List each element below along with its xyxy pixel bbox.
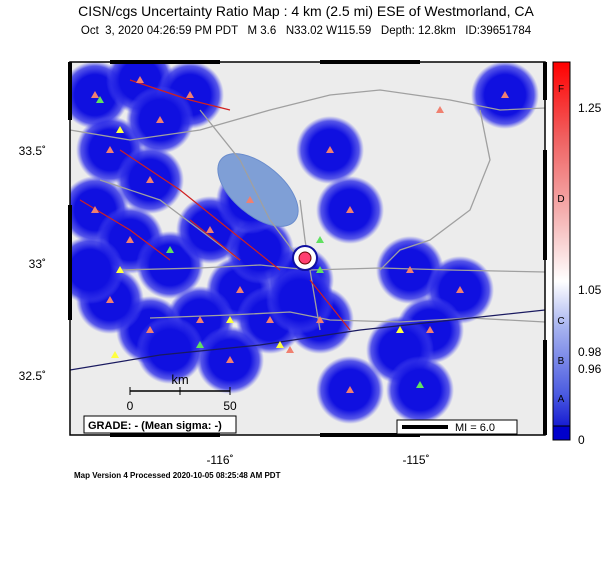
colorbar (552, 61, 571, 441)
station (111, 351, 119, 358)
station (456, 286, 464, 293)
station (136, 76, 144, 83)
colorbar-label: 0.98 (578, 345, 602, 359)
station (106, 296, 114, 303)
station (146, 176, 154, 183)
station (146, 326, 154, 333)
scale-end: 50 (223, 399, 237, 413)
station (166, 246, 174, 253)
station (406, 266, 414, 273)
lon-label: -116˚ (206, 453, 233, 467)
station (91, 91, 99, 98)
coverage-area (70, 236, 124, 304)
station (346, 386, 354, 393)
footer: Map Version 4 Processed 2020-10-05 08:25… (74, 471, 281, 480)
station (236, 286, 244, 293)
lon-label: -115˚ (402, 453, 429, 467)
title: CISN/cgs Uncertainty Ratio Map : 4 km (2… (78, 3, 534, 19)
station (426, 326, 434, 333)
scale-unit: km (171, 372, 188, 387)
grade-letter: F (558, 84, 564, 95)
station (226, 316, 234, 323)
station (196, 316, 204, 323)
grade-letter: D (557, 194, 564, 205)
subtitle: Oct 3, 2020 04:26:59 PM PDT M 3.6 N33.02… (81, 25, 532, 37)
station (416, 381, 424, 388)
station (246, 196, 254, 203)
grade-letter: B (558, 356, 565, 367)
station (396, 326, 404, 333)
station (156, 116, 164, 123)
mi-box (396, 419, 518, 435)
grade-text: GRADE: - (Mean sigma: -) (88, 420, 222, 432)
station (326, 146, 334, 153)
colorbar-label: 1.05 (578, 283, 602, 297)
lat-label: 32.5˚ (19, 369, 46, 383)
grade-letter: C (557, 316, 564, 327)
station (266, 316, 274, 323)
grade-box (83, 415, 237, 434)
station (226, 356, 234, 363)
scale-start: 0 (127, 399, 134, 413)
grade-letter: A (558, 394, 565, 405)
lat-label: 33.5˚ (19, 144, 46, 158)
station (96, 96, 104, 103)
station (116, 266, 124, 273)
station (316, 266, 324, 273)
coverage-area (266, 266, 334, 334)
station (116, 126, 124, 133)
station (316, 316, 324, 323)
station (196, 341, 204, 348)
mi-text: MI = 6.0 (455, 422, 495, 434)
colorbar-zero (552, 425, 571, 441)
coverage-area (136, 316, 204, 384)
coverage-area (386, 356, 454, 424)
station (286, 346, 294, 353)
station (186, 91, 194, 98)
station (346, 206, 354, 213)
colorbar-label: 1.25 (578, 101, 602, 115)
station (91, 206, 99, 213)
station (316, 236, 324, 243)
station (206, 226, 214, 233)
station (436, 106, 444, 113)
colorbar-label: 0.96 (578, 362, 602, 376)
colorbar-label: 0 (578, 433, 585, 447)
lat-label: 33˚ (29, 257, 46, 271)
station (106, 146, 114, 153)
station (276, 341, 284, 348)
station (126, 236, 134, 243)
map-area (70, 62, 545, 435)
station (501, 91, 509, 98)
